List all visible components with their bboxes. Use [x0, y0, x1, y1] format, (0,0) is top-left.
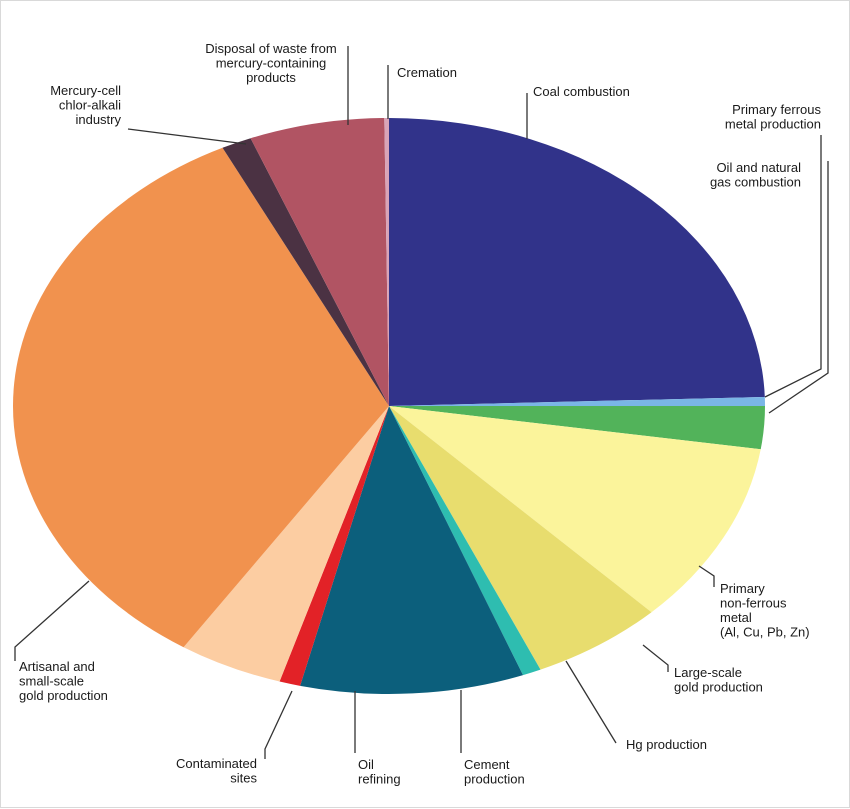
- slice-cremation: [384, 117, 389, 406]
- label-cremation: Cremation: [397, 65, 457, 80]
- leader-line-contaminated-sites: [264, 690, 293, 759]
- label-contaminated-sites: Contaminated sites: [176, 756, 257, 786]
- slice-artisanal-and-small-scale-gold-production: [13, 147, 389, 648]
- slice-primary-ferrous-metal-production: [389, 396, 765, 406]
- slice-oil-and-natural-gas-combustion: [389, 406, 765, 450]
- leader-line-oil-and-natural-gas-combustion: [768, 161, 829, 414]
- leader-line-primary-non-ferrous-metal-al-cu-pb-zn: [698, 565, 715, 587]
- slice-cement-production: [300, 406, 524, 695]
- label-disposal-of-waste-from-mercury-containing-products: Disposal of waste from mercury-containing…: [205, 41, 337, 85]
- slice-oil-refining: [279, 406, 389, 686]
- label-hg-production: Hg production: [626, 737, 707, 752]
- leader-line-large-scale-gold-production: [642, 644, 669, 672]
- slice-contaminated-sites: [183, 406, 389, 682]
- slice-coal-combustion: [389, 118, 765, 406]
- label-mercury-cell-chlor-alkali-industry: Mercury-cell chlor-alkali industry: [50, 83, 121, 127]
- slice-disposal-of-waste-from-mercury-containing-products: [250, 118, 389, 407]
- leader-line-artisanal-and-small-scale-gold-production: [14, 580, 90, 661]
- leader-line-hg-production: [565, 660, 617, 744]
- slice-mercury-cell-chlor-alkali-industry: [222, 138, 389, 406]
- leader-line-primary-ferrous-metal-production: [764, 135, 822, 398]
- label-primary-ferrous-metal-production: Primary ferrous metal production: [725, 102, 822, 132]
- label-oil-and-natural-gas-combustion: Oil and natural gas combustion: [710, 160, 801, 190]
- label-primary-non-ferrous-metal-al-cu-pb-zn: Primary non-ferrous metal (Al, Cu, Pb, Zn): [720, 581, 810, 640]
- leader-lines: [14, 46, 829, 759]
- slice-primary-non-ferrous-metal-al-cu-pb-zn: [389, 406, 761, 613]
- label-large-scale-gold-production: Large-scale gold production: [674, 665, 763, 695]
- pie-slices: [13, 117, 765, 695]
- label-coal-combustion: Coal combustion: [533, 84, 630, 99]
- leader-line-mercury-cell-chlor-alkali-industry: [127, 128, 247, 145]
- label-cement-production: Cement production: [464, 757, 525, 787]
- slice-large-scale-gold-production: [389, 406, 652, 670]
- slice-labels: Coal combustion Primary ferrous metal prod…: [19, 41, 821, 787]
- label-oil-refining: Oil refining: [358, 757, 401, 787]
- slice-hg-production: [389, 406, 541, 676]
- label-artisanal-and-small-scale-gold-production: Artisanal and small-scale gold production: [19, 659, 108, 703]
